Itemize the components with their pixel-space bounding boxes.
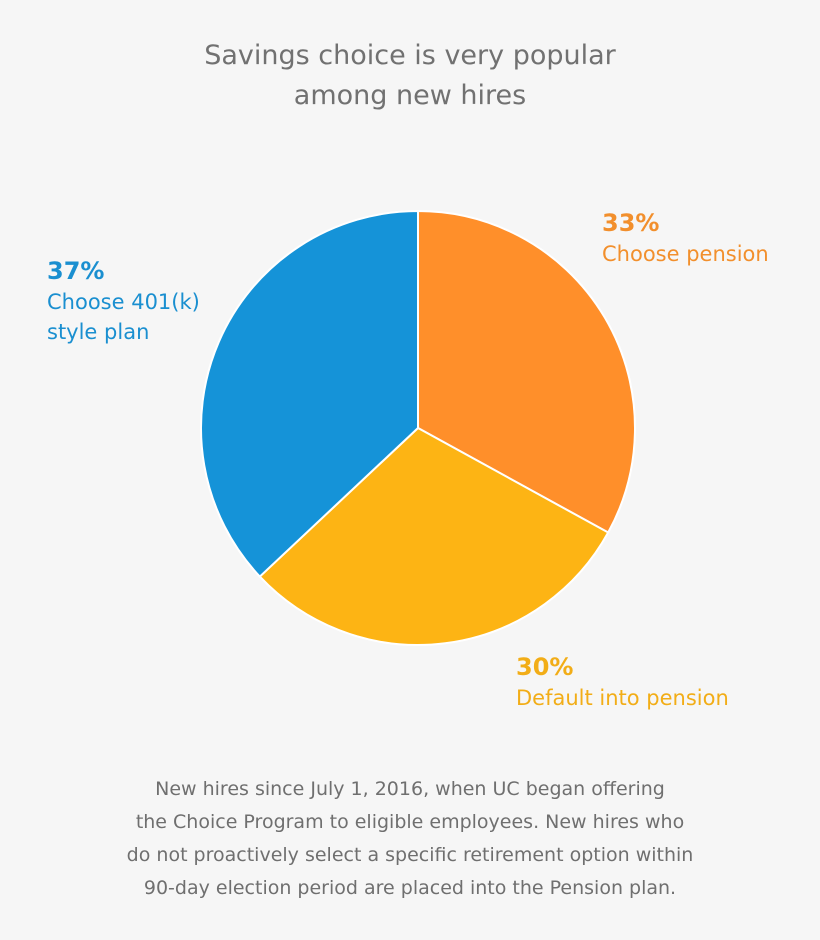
slice-label-default-into-pension: 30% Default into pension xyxy=(516,651,729,713)
pie-slice-choose-pension xyxy=(417,210,637,534)
pie-slice-choose-401k xyxy=(200,210,419,578)
slice-label-choose-401k: 37% Choose 401(k) style plan xyxy=(47,255,200,347)
slice-value-default-into-pension: 30% xyxy=(516,653,574,681)
slice-value-choose-pension: 33% xyxy=(602,209,660,237)
footnote-line-3: do not proactively select a specific ret… xyxy=(126,844,694,866)
slice-name-choose-401k-line-2: style plan xyxy=(47,320,150,344)
slice-name-choose-pension: Choose pension xyxy=(602,242,769,266)
footnote-line-1: New hires since July 1, 2016, when UC be… xyxy=(155,778,665,800)
footnote-line-4: 90-day election period are placed into t… xyxy=(143,877,677,899)
pie-slice-default-into-pension xyxy=(258,427,610,646)
footnote-line-2: the Choice Program to eligible employees… xyxy=(135,811,685,833)
slice-name-choose-401k-line-1: Choose 401(k) xyxy=(47,290,200,314)
slice-value-choose-401k: 37% xyxy=(47,257,105,285)
chart-title-line-2: among new hires xyxy=(293,80,527,111)
chart-footnote: New hires since July 1, 2016, when UC be… xyxy=(0,773,820,905)
chart-title-line-1: Savings choice is very popular xyxy=(204,40,616,71)
chart-title: Savings choice is very popular among new… xyxy=(0,36,820,116)
slice-name-default-into-pension: Default into pension xyxy=(516,686,729,710)
slice-label-choose-pension: 33% Choose pension xyxy=(602,207,769,269)
